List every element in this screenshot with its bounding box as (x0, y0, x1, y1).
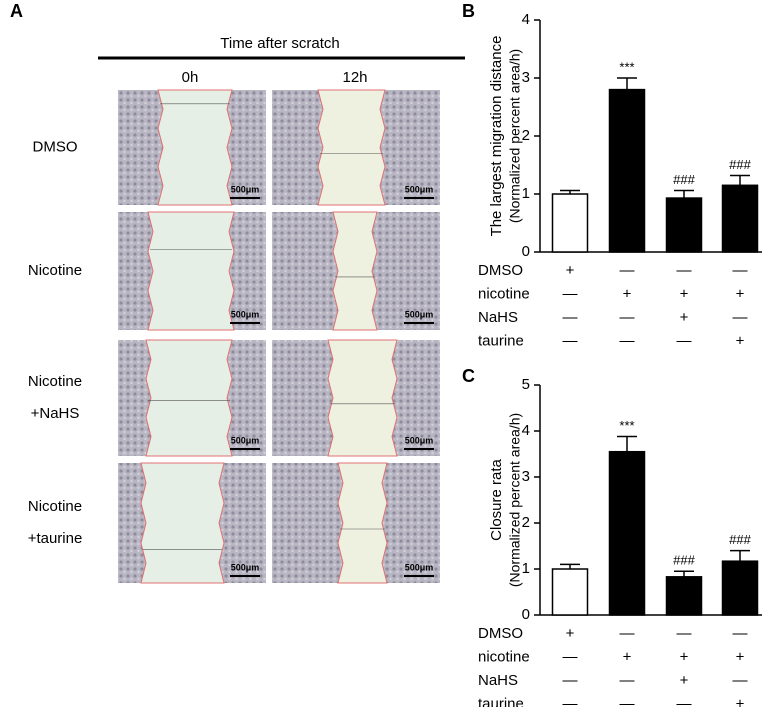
y-tick-label: 0 (522, 606, 530, 623)
treatment-name: NaHS (478, 672, 518, 689)
y-tick-label: 0 (522, 243, 530, 260)
bar (608, 88, 646, 253)
y-tick-label: 4 (522, 422, 530, 439)
bar (721, 560, 759, 616)
treatment-mark: — (733, 625, 748, 642)
scratch-gap (147, 211, 235, 331)
treatment-mark: — (563, 285, 578, 302)
treatment-mark: + (736, 648, 745, 665)
row-label: Nicotine (28, 262, 82, 279)
bar (551, 568, 589, 616)
treatment-name: DMSO (478, 625, 523, 642)
scratch-gap (317, 89, 386, 206)
panel-label: C (462, 366, 475, 386)
scratch-gap (145, 339, 233, 457)
treatment-mark: — (563, 695, 578, 707)
scratch-gap (140, 462, 225, 584)
y-tick-label: 2 (522, 127, 530, 144)
treatment-mark: — (677, 332, 692, 349)
bar (665, 197, 703, 253)
significance: ### (673, 172, 695, 187)
treatment-mark: — (563, 672, 578, 689)
y-tick-label: 3 (522, 69, 530, 86)
y-axis-label: The largest migration distance (488, 36, 505, 237)
treatment-mark: — (563, 648, 578, 665)
scale-bar-label: 500μm (231, 562, 260, 572)
scale-bar-label: 500μm (405, 184, 434, 194)
treatment-name: taurine (478, 695, 524, 707)
treatment-mark: + (680, 285, 689, 302)
y-tick-label: 1 (522, 185, 530, 202)
treatment-mark: — (620, 332, 635, 349)
treatment-name: taurine (478, 332, 524, 349)
scale-bar-label: 500μm (405, 562, 434, 572)
treatment-mark: + (566, 262, 575, 279)
column-label: 12h (342, 69, 367, 86)
significance: ### (673, 553, 695, 568)
micrographs: 500μm 500μm 500μm 500μm 500μm 500μm 500μm 500μm (118, 89, 440, 584)
treatment-mark: — (563, 332, 578, 349)
treatment-mark: — (620, 695, 635, 707)
treatment-mark: — (677, 695, 692, 707)
y-tick-label: 2 (522, 514, 530, 531)
bar (551, 193, 589, 253)
treatment-mark: — (733, 672, 748, 689)
row-label: +NaHS (31, 405, 80, 422)
scale-bar-label: 500μm (231, 435, 260, 445)
scale-bar-label: 500μm (231, 309, 260, 319)
treatment-mark: + (736, 332, 745, 349)
treatment-mark: — (620, 309, 635, 326)
significance: *** (619, 59, 634, 74)
significance: *** (619, 418, 634, 433)
treatment-mark: — (733, 262, 748, 279)
treatment-mark: + (680, 309, 689, 326)
scale-bar-label: 500μm (405, 309, 434, 319)
treatment-mark: + (680, 648, 689, 665)
y-tick-label: 3 (522, 468, 530, 485)
bar (721, 184, 759, 253)
treatment-mark: — (563, 309, 578, 326)
treatment-mark: — (620, 625, 635, 642)
scale-bar-label: 500μm (231, 184, 260, 194)
scratch-gap (332, 211, 378, 331)
treatment-name: nicotine (478, 285, 530, 302)
panel-label: B (462, 1, 475, 21)
treatment-mark: + (680, 672, 689, 689)
scale-bar-label: 500μm (405, 435, 434, 445)
y-tick-label: 1 (522, 560, 530, 577)
treatment-mark: — (677, 625, 692, 642)
scratch-gap (327, 339, 398, 457)
y-tick-label: 4 (522, 11, 530, 28)
treatment-mark: + (566, 625, 575, 642)
y-tick-label: 5 (522, 376, 530, 393)
treatment-name: nicotine (478, 648, 530, 665)
treatment-name: DMSO (478, 262, 523, 279)
treatment-mark: — (733, 309, 748, 326)
scratch-gap (157, 89, 233, 206)
scratch-gap (337, 462, 388, 584)
row-label: Nicotine (28, 498, 82, 515)
treatment-mark: + (736, 285, 745, 302)
bar (665, 576, 703, 616)
treatment-mark: — (620, 672, 635, 689)
treatment-mark: + (623, 285, 632, 302)
row-label: Nicotine (28, 373, 82, 390)
row-label: DMSO (33, 138, 78, 155)
significance: ### (729, 532, 751, 547)
header: Time after scratch (220, 35, 339, 52)
treatment-mark: + (736, 695, 745, 707)
treatment-name: NaHS (478, 309, 518, 326)
y-axis-label: (Normalized percent area/h) (507, 49, 523, 223)
bar (608, 450, 646, 616)
treatment-mark: — (620, 262, 635, 279)
row-label: +taurine (28, 530, 83, 547)
panel-label: A (10, 1, 23, 21)
y-axis-label: (Normalized percent area/h) (507, 413, 523, 587)
treatment-mark: + (623, 648, 632, 665)
column-label: 0h (182, 69, 199, 86)
significance: ### (729, 157, 751, 172)
treatment-mark: — (677, 262, 692, 279)
y-axis-label: Closure rata (488, 458, 505, 540)
